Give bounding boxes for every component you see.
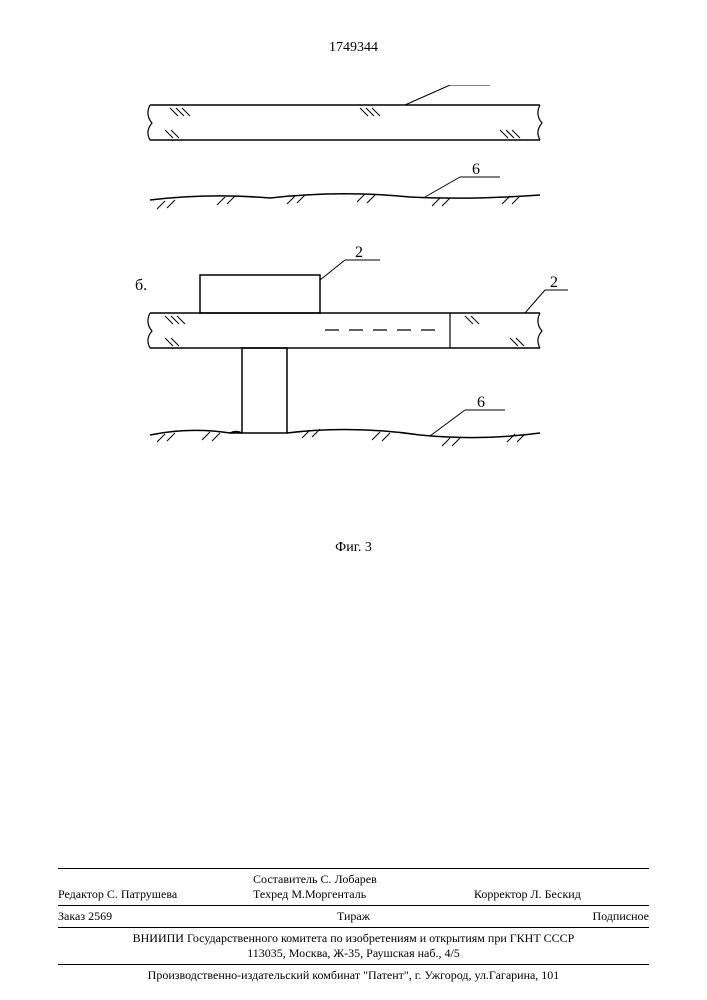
top-beam xyxy=(148,85,542,140)
middle-assembly xyxy=(148,260,568,433)
divider xyxy=(58,927,649,928)
divider xyxy=(58,905,649,906)
panel-b-label: б. xyxy=(135,277,147,294)
bottom-ground xyxy=(150,410,540,446)
org-line: ВНИИПИ Государственного комитета по изоб… xyxy=(58,931,649,946)
figure-caption: Фиг. 3 xyxy=(0,540,707,556)
label-2-right: 2 xyxy=(550,274,558,291)
compiler-label: Составитель xyxy=(253,872,317,886)
corrector-label: Корректор xyxy=(474,887,528,901)
editor-name: С. Патрушева xyxy=(107,887,177,901)
techred-name: М.Моргенталь xyxy=(291,887,366,901)
order-label: Заказ xyxy=(58,909,85,923)
top-ground xyxy=(150,177,540,209)
divider xyxy=(58,964,649,965)
label-2-top: 2 xyxy=(460,85,468,86)
figure-3: 2 6 б xyxy=(130,85,570,585)
editor-label: Редактор xyxy=(58,887,104,901)
label-2-block: 2 xyxy=(355,244,363,261)
divider xyxy=(58,868,649,869)
label-6-top: 6 xyxy=(472,161,480,178)
label-6-bottom: 6 xyxy=(477,394,485,411)
colophon: Составитель С. Лобарев Редактор С. Патру… xyxy=(58,865,649,983)
techred-label: Техред xyxy=(253,887,288,901)
order-num: 2569 xyxy=(88,909,112,923)
corrector-name: Л. Бескид xyxy=(530,887,580,901)
compiler-name: С. Лобарев xyxy=(321,872,377,886)
tirazh: Тираж xyxy=(256,909,451,924)
podpisnoe: Подписное xyxy=(454,909,649,924)
printer-line: Производственно-издательский комбинат "П… xyxy=(58,968,649,983)
patent-number: 1749344 xyxy=(0,40,707,56)
address: 113035, Москва, Ж-35, Раушская наб., 4/5 xyxy=(58,946,649,961)
